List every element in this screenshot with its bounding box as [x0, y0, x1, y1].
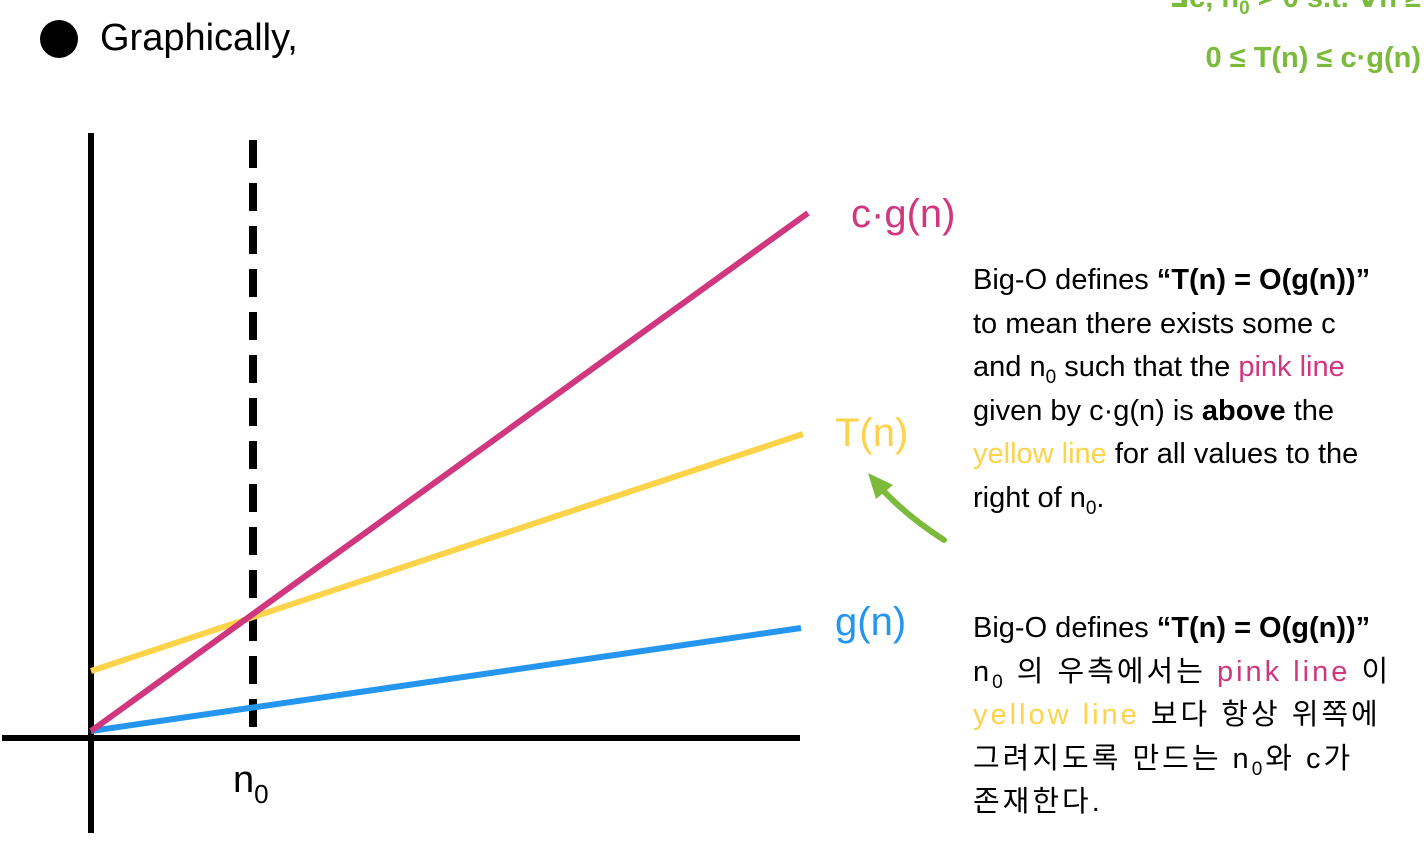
explanation-english: Big-O defines “T(n) = O(g(n))” to mean t… — [973, 264, 1371, 519]
curved-arrow-icon — [868, 473, 947, 543]
corner-definition-line2: 0 ≤ T(n) ≤ c·g(n) — [1205, 42, 1421, 74]
g-line — [90, 625, 802, 734]
n0-axis-label: n0 — [233, 759, 269, 809]
heading-text: Graphically, — [100, 17, 298, 59]
t-label: T(n) — [835, 411, 908, 455]
cg-line — [89, 210, 810, 734]
explanation-korean: Big-O defines “T(n) = O(g(n))” n0 의 우측에서… — [973, 612, 1392, 818]
cg-label: c·g(n) — [851, 192, 955, 236]
g-label: g(n) — [835, 600, 906, 644]
corner-definition-line1: ∃c, n0 > 0 s.t. ∀n ≥ — [1169, 0, 1421, 19]
filled-circle-bullet-icon — [40, 20, 78, 58]
t-line — [90, 431, 804, 674]
